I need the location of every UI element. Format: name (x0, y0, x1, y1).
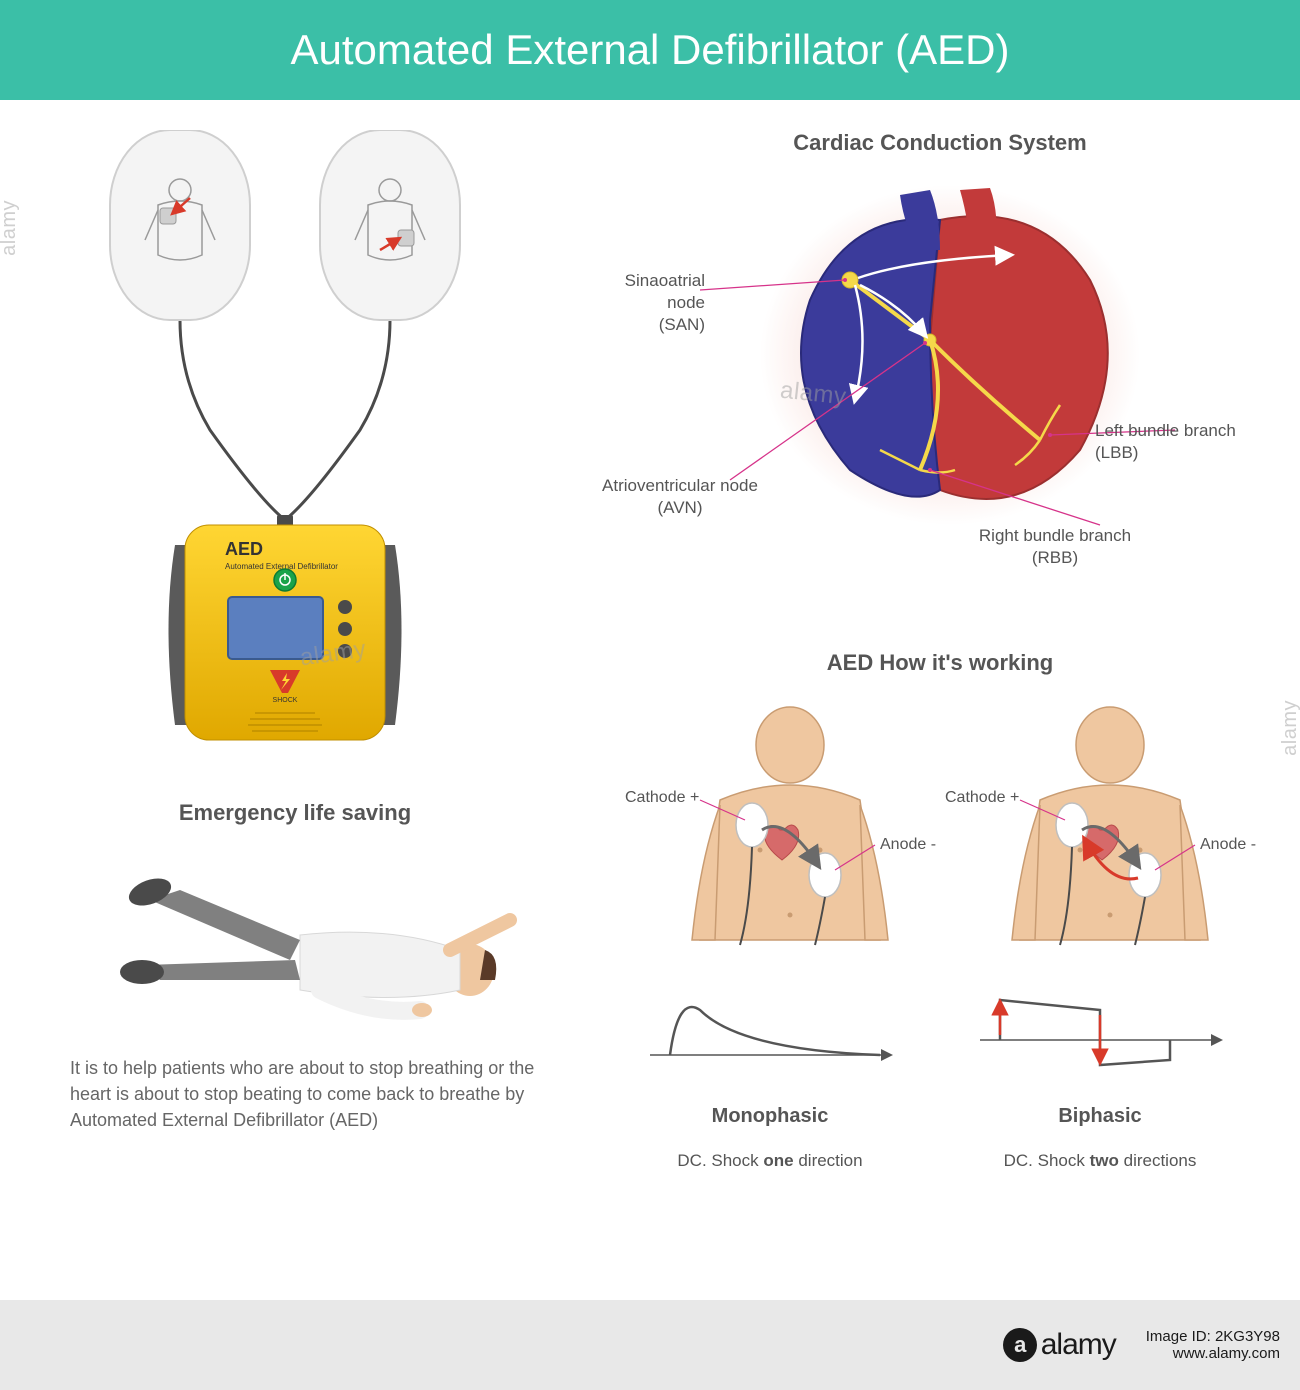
aed-device-panel: AED Automated External Defibrillator SHO… (60, 130, 530, 750)
mono-desc: DC. Shock one direction (640, 1150, 900, 1172)
infographic-canvas: Automated External Defibrillator (AED) (0, 0, 1300, 1300)
watermark-left: alamy (0, 200, 21, 256)
emergency-body: It is to help patients who are about to … (70, 1055, 570, 1133)
image-id: Image ID: 2KG3Y98 (1146, 1328, 1280, 1345)
emergency-title: Emergency life saving (60, 800, 530, 826)
header-banner: Automated External Defibrillator (AED) (0, 0, 1300, 100)
alamy-logo: aalamy (1003, 1328, 1116, 1362)
svg-text:SHOCK: SHOCK (273, 697, 298, 704)
cardiac-title: Cardiac Conduction System (660, 130, 1220, 156)
label-rbb: Right bundle branch(RBB) (960, 525, 1150, 569)
pad-left (110, 130, 250, 320)
waveform-bi (970, 985, 1240, 1085)
mono-anode: Anode - (880, 835, 936, 856)
attribution-bar: aalamy Image ID: 2KG3Y98 www.alamy.com (0, 1300, 1300, 1390)
bi-title: Biphasic (970, 1105, 1230, 1128)
bi-desc: DC. Shock two directions (970, 1150, 1230, 1172)
aed-device: AED Automated External Defibrillator SHO… (169, 525, 402, 740)
label-san: Sinaoatrial node(SAN) (585, 270, 705, 336)
working-title: AED How it's working (660, 650, 1220, 676)
waveform-mono (640, 985, 910, 1085)
watermark-right: alamy (1279, 700, 1300, 756)
mono-cathode: Cathode + (625, 788, 699, 809)
pad-right (320, 130, 460, 320)
image-url: www.alamy.com (1146, 1345, 1280, 1362)
patient-lying (60, 840, 540, 1030)
label-avn: Atrioventricular node(AVN) (580, 475, 780, 519)
device-label: AED (225, 539, 263, 559)
label-lbb: Left bundle branch(LBB) (1095, 420, 1265, 464)
bi-anode: Anode - (1200, 835, 1256, 856)
bi-cathode: Cathode + (945, 788, 1019, 809)
mono-title: Monophasic (640, 1105, 900, 1128)
